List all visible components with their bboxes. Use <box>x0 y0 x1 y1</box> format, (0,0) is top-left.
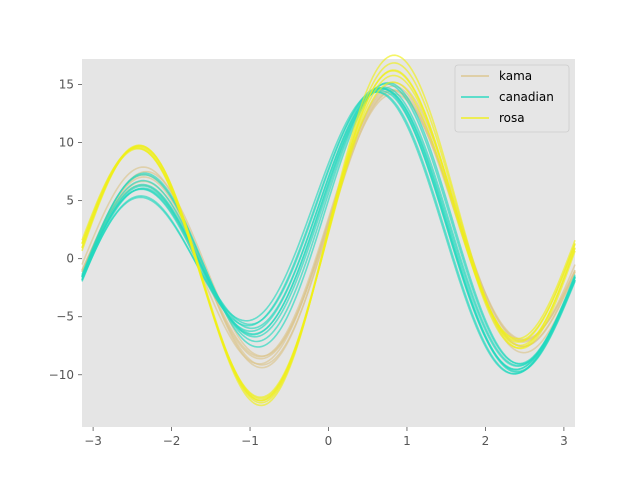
legend: kama canadian rosa <box>454 64 570 133</box>
series-canadian <box>81 81 576 375</box>
legend-label-kama: kama <box>499 69 532 83</box>
rosa-curve <box>81 69 576 402</box>
x-tick-label: −2 <box>163 434 181 448</box>
y-tick-label: −10 <box>49 368 74 382</box>
y-tick-label: 15 <box>59 78 74 92</box>
x-tick-label: −3 <box>84 434 102 448</box>
y-tick-label: 5 <box>66 194 74 208</box>
x-tick-label: −1 <box>241 434 259 448</box>
series-layer <box>81 54 576 407</box>
y-tick-label: 10 <box>59 136 74 150</box>
series-rosa <box>81 54 576 407</box>
x-tick-label: 1 <box>403 434 411 448</box>
x-tick-label: 2 <box>482 434 490 448</box>
canadian-curve <box>81 87 576 371</box>
y-tick-label: −5 <box>56 310 74 324</box>
canadian-curve <box>81 83 576 365</box>
legend-label-rosa: rosa <box>499 111 525 125</box>
legend-box <box>454 64 570 133</box>
legend-label-canadian: canadian <box>499 90 554 104</box>
y-tick-label: 0 <box>66 252 74 266</box>
canadian-curve <box>81 81 576 365</box>
x-tick-label: 3 <box>560 434 568 448</box>
canadian-curve <box>81 91 576 375</box>
canadian-curve <box>81 86 576 367</box>
x-tick-label: 0 <box>325 434 333 448</box>
